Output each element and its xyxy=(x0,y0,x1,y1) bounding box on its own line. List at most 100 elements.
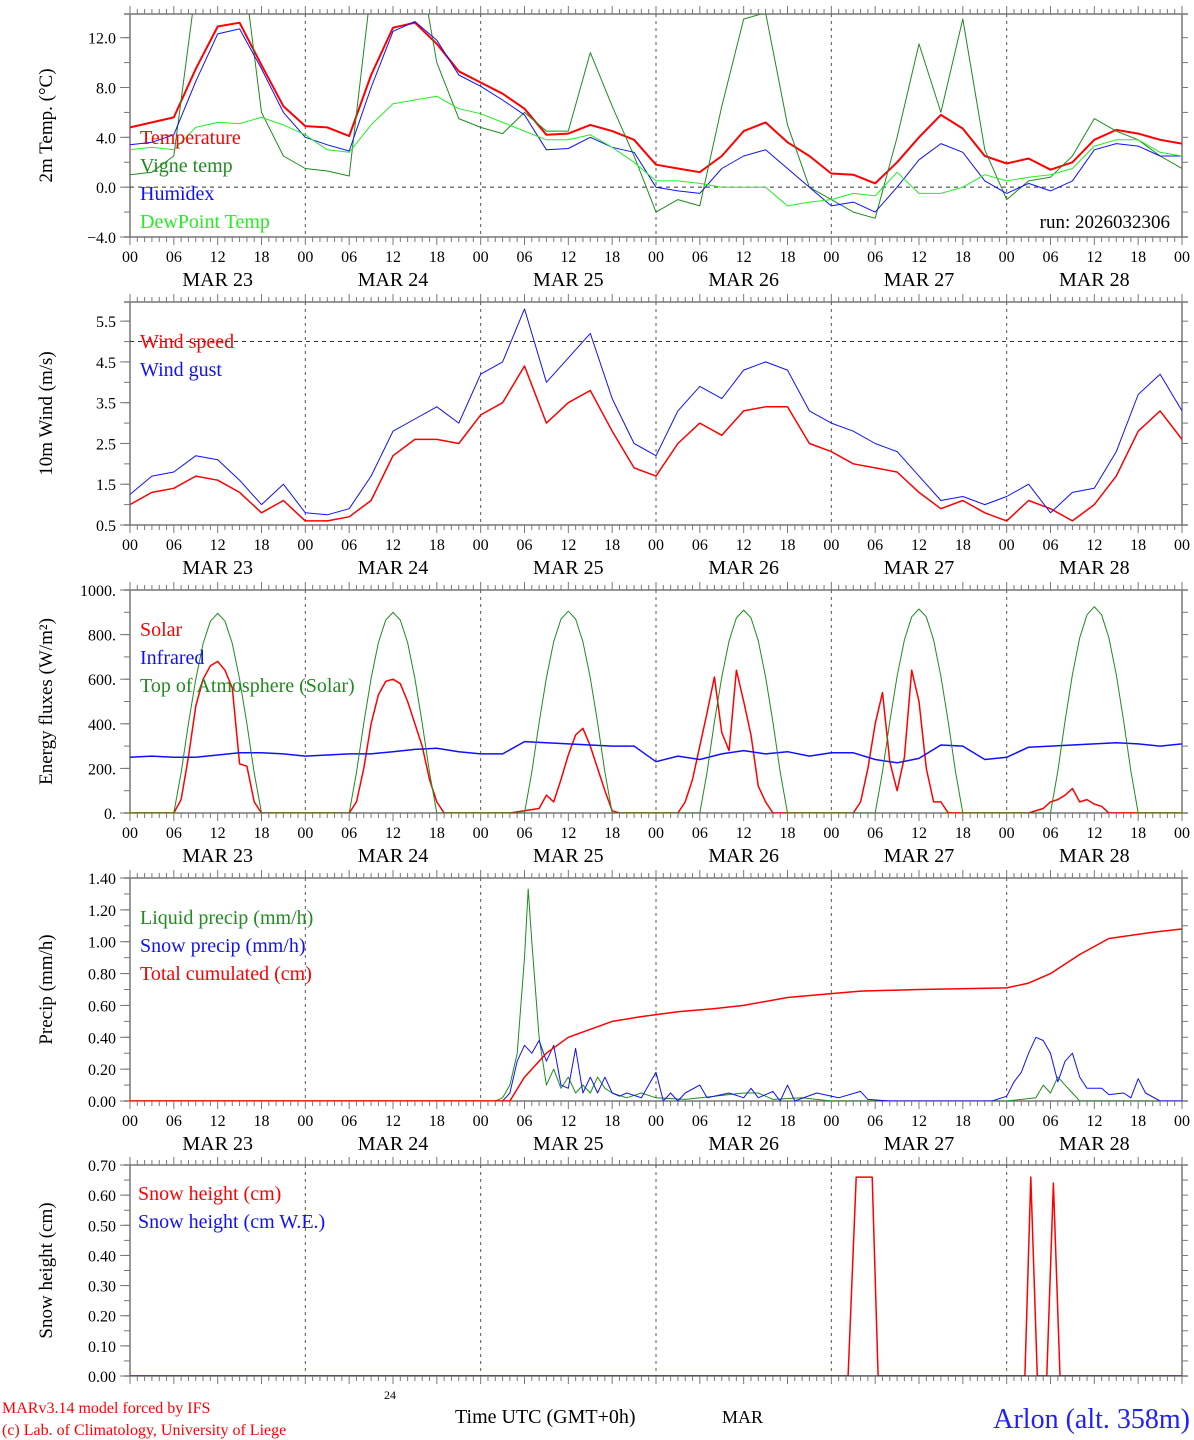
y-tick-label: 0.40 xyxy=(88,1030,116,1047)
y-tick-label: 0.50 xyxy=(88,1218,116,1235)
x-tick-label: 06 xyxy=(867,537,883,554)
x-tick-label: 00 xyxy=(823,249,839,266)
x-tick-label: 18 xyxy=(955,537,971,554)
x-tick-label: 06 xyxy=(341,249,357,266)
x-tick-label: 00 xyxy=(297,537,313,554)
credit-line-1: MARv3.14 model forced by IFS xyxy=(2,1400,210,1417)
x-tick-label: 18 xyxy=(429,537,445,554)
station-label: Arlon (alt. 358m) xyxy=(993,1404,1190,1435)
y-axis-label: Energy fluxes (W/m²) xyxy=(36,618,57,785)
day-label: MAR 24 xyxy=(358,269,429,291)
y-tick-label: 0.00 xyxy=(88,1369,116,1386)
x-tick-label: 00 xyxy=(1174,825,1190,842)
series-line-temperature xyxy=(130,21,1182,185)
x-tick-label: 00 xyxy=(297,1113,313,1130)
day-label: MAR 28 xyxy=(1059,557,1130,579)
x-tick-label: 12 xyxy=(210,537,226,554)
y-tick-label: 0.80 xyxy=(88,967,116,984)
x-tick-label: 00 xyxy=(1174,537,1190,554)
x-tick-label: 06 xyxy=(692,249,708,266)
x-tick-label: 12 xyxy=(911,249,927,266)
legend-entry: Snow precip (mm/h) xyxy=(140,935,306,957)
x-tick-label: 06 xyxy=(1043,1113,1059,1130)
x-tick-label: 12 xyxy=(210,249,226,266)
y-tick-label: 12.0 xyxy=(88,31,116,48)
y-tick-label: 0.20 xyxy=(88,1309,116,1326)
y-tick-label: 4.0 xyxy=(96,130,116,147)
x-tick-label: 06 xyxy=(341,1113,357,1130)
x-tick-label: 00 xyxy=(648,1113,664,1130)
x-tick-label: 18 xyxy=(604,537,620,554)
x-tick-label: 00 xyxy=(122,249,138,266)
x-tick-label: 18 xyxy=(1130,537,1146,554)
y-tick-label: 200. xyxy=(88,761,116,778)
legend-entry: Liquid precip (mm/h) xyxy=(140,907,313,929)
x-tick-label: 12 xyxy=(385,537,401,554)
credit-line-2: (c) Lab. of Climatology, University of L… xyxy=(2,1422,286,1439)
y-tick-label: 0.40 xyxy=(88,1248,116,1265)
y-tick-label: 0.00 xyxy=(88,1094,116,1111)
y-tick-label: 0. xyxy=(104,806,116,823)
y-tick-label: 1000. xyxy=(80,583,116,600)
day-label: MAR 24 xyxy=(358,557,429,579)
y-tick-label: 5.5 xyxy=(96,314,116,331)
x-tick-label: 18 xyxy=(604,249,620,266)
legend-entry: Temperature xyxy=(140,127,241,149)
series-group xyxy=(130,14,1182,219)
x-tick-label: 00 xyxy=(1174,1113,1190,1130)
x-axis-title: Time UTC (GMT+0h) xyxy=(455,1406,636,1428)
x-tick-label: 06 xyxy=(867,825,883,842)
series-line-dewpoint-temp xyxy=(130,95,1182,207)
series-group xyxy=(130,1176,1182,1376)
y-tick-label: 600. xyxy=(88,672,116,689)
y-tick-label: 400. xyxy=(88,717,116,734)
x-tick-label: 12 xyxy=(210,825,226,842)
x-tick-label: 00 xyxy=(1174,249,1190,266)
series-group xyxy=(130,308,1182,522)
x-tick-label: 18 xyxy=(780,1113,796,1130)
y-tick-label: 3.5 xyxy=(96,396,116,413)
day-label: MAR 23 xyxy=(182,557,253,579)
x-tick-label: 06 xyxy=(341,537,357,554)
legend-entry: Infrared xyxy=(140,647,204,669)
x-tick-label: 00 xyxy=(297,825,313,842)
day-label: MAR 25 xyxy=(533,269,604,291)
x-tick-label: 12 xyxy=(911,1113,927,1130)
panels: 12.0 8.0 4.0 0.0 −4.0 2m Temp. (°C) 00 06 12 18 00… xyxy=(36,6,1190,1386)
x-tick-label: 18 xyxy=(780,249,796,266)
y-tick-label: 0.70 xyxy=(88,1158,116,1175)
small-hour-label: 24 xyxy=(384,1388,396,1402)
y-tick-label: 0.30 xyxy=(88,1279,116,1296)
panel-3: 1000. 800. 600. 400. 200. 0. Energy fluxes (W/… xyxy=(36,582,1190,867)
y-tick-label: 1.20 xyxy=(88,903,116,920)
x-tick-label: 18 xyxy=(254,537,270,554)
x-tick-label: 00 xyxy=(999,825,1015,842)
series-line-vigne-temp xyxy=(130,14,1182,219)
x-tick-label: 00 xyxy=(297,249,313,266)
day-label: MAR 28 xyxy=(1059,269,1130,291)
x-tick-label: 12 xyxy=(560,825,576,842)
legend-entry: Snow height (cm) xyxy=(138,1183,281,1205)
x-tick-label: 18 xyxy=(955,249,971,266)
y-axis-label: 10m Wind (m/s) xyxy=(36,351,57,476)
y-axis-label: Snow height (cm) xyxy=(36,1202,57,1338)
series-line-snow-height-cm xyxy=(130,1176,1182,1376)
x-tick-label: 00 xyxy=(473,825,489,842)
x-tick-label: 06 xyxy=(166,249,182,266)
day-label: MAR 23 xyxy=(182,1133,253,1155)
x-tick-label: 00 xyxy=(473,1113,489,1130)
x-tick-label: 12 xyxy=(560,1113,576,1130)
x-tick-label: 00 xyxy=(473,537,489,554)
x-tick-label: 12 xyxy=(736,825,752,842)
panel-2: 5.5 4.5 3.5 2.5 1.5 0.5 10m Wind (m/s) 00 06 12 18… xyxy=(36,294,1190,579)
x-tick-label: 06 xyxy=(1043,249,1059,266)
x-tick-label: 18 xyxy=(254,825,270,842)
x-tick-label: 18 xyxy=(429,249,445,266)
x-tick-label: 06 xyxy=(517,825,533,842)
x-tick-label: 00 xyxy=(648,249,664,266)
legend-entry: Snow height (cm W.E.) xyxy=(138,1211,325,1233)
x-tick-label: 18 xyxy=(780,825,796,842)
day-label: MAR 24 xyxy=(358,1133,429,1155)
legend-entry: Total cumulated (cm) xyxy=(140,963,312,985)
legend-entry: Wind speed xyxy=(140,331,234,353)
